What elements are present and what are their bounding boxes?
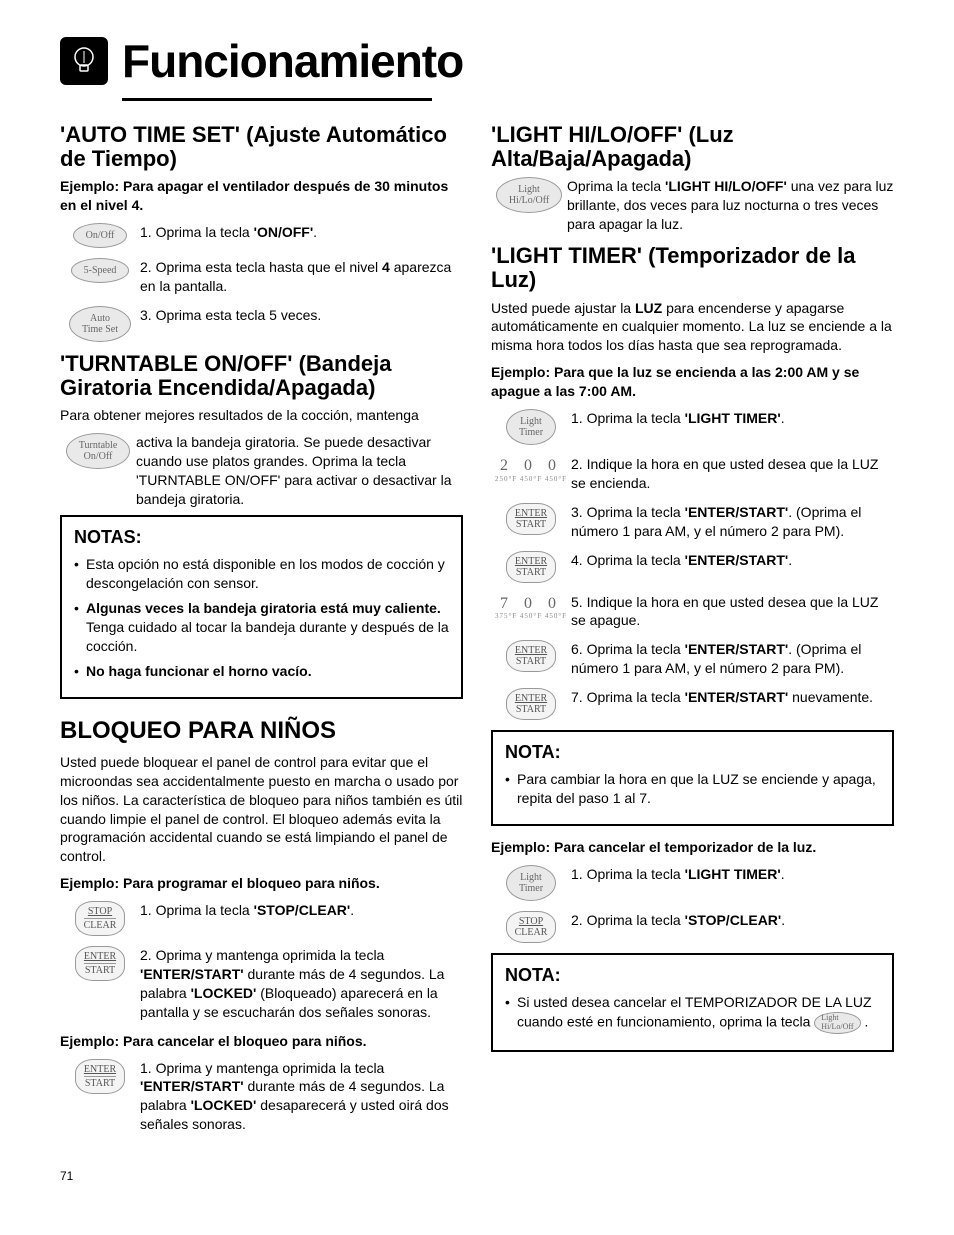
step-text: 6. Oprima la tecla 'ENTER/START'. (Oprim… (571, 640, 894, 678)
childlock-steps-2: ENTERSTART 1. Oprima y mantenga oprimida… (60, 1059, 463, 1135)
childlock-steps-1: STOPCLEAR 1. Oprima la tecla 'STOP/CLEAR… (60, 901, 463, 1022)
nota-text: Para cambiar la hora en que la LUZ se en… (517, 770, 880, 808)
light-hilo-icon: LightHi/Lo/Off (491, 177, 567, 234)
step-text: 2. Indique la hora en que usted desea qu… (571, 455, 894, 493)
turntable-row: TurntableOn/Off activa la bandeja girato… (60, 433, 463, 509)
button-icon: ENTERSTART (491, 688, 571, 720)
step-text: 2. Oprima esta tecla hasta que el nivel … (140, 258, 463, 296)
step-text: 1. Oprima la tecla 'LIGHT TIMER'. (571, 409, 894, 428)
nota-item: •Para cambiar la hora en que la LUZ se e… (505, 770, 880, 808)
nota-title: NOTA: (505, 963, 880, 987)
step-row: 2 0 0250°F 450°F 450°F 2. Indique la hor… (491, 455, 894, 493)
childlock-ex2: Ejemplo: Para cancelar el bloqueo para n… (60, 1032, 463, 1051)
step-row: 7 0 0375°F 450°F 450°F 5. Indique la hor… (491, 593, 894, 631)
nota-text: Si usted desea cancelar el TEMPORIZADOR … (517, 993, 880, 1033)
nota-item: •Si usted desea cancelar el TEMPORIZADOR… (505, 993, 880, 1033)
nota-title: NOTA: (505, 740, 880, 764)
light-timer-intro: Usted puede ajustar la LUZ para encender… (491, 299, 894, 356)
title-underline (122, 98, 432, 101)
nota-text: No haga funcionar el horno vacío. (86, 662, 449, 681)
lightbulb-icon (60, 37, 108, 85)
notas-box: NOTAS: •Esta opción no está disponible e… (60, 515, 463, 699)
turntable-body: activa la bandeja giratoria. Se puede de… (136, 433, 463, 509)
nota-item: •No haga funcionar el horno vacío. (74, 662, 449, 681)
nota-text: Esta opción no está disponible en los mo… (86, 555, 449, 593)
section-light-timer-title: 'LIGHT TIMER' (Temporizador de la Luz) (491, 244, 894, 292)
step-text: 3. Oprima esta tecla 5 veces. (140, 306, 463, 325)
section-light-hilo-title: 'LIGHT HI/LO/OFF' (Luz Alta/Baja/Apagada… (491, 123, 894, 171)
step-row: STOPCLEAR 1. Oprima la tecla 'STOP/CLEAR… (60, 901, 463, 936)
nota-box-2: NOTA: •Si usted desea cancelar el TEMPOR… (491, 953, 894, 1052)
button-icon: 7 0 0375°F 450°F 450°F (491, 593, 571, 622)
step-text: 7. Oprima la tecla 'ENTER/START' nuevame… (571, 688, 894, 707)
childlock-intro: Usted puede bloquear el panel de control… (60, 753, 463, 866)
right-column: 'LIGHT HI/LO/OFF' (Luz Alta/Baja/Apagada… (491, 123, 894, 1144)
step-row: LightTimer 1. Oprima la tecla 'LIGHT TIM… (491, 865, 894, 901)
turntable-intro: Para obtener mejores resultados de la co… (60, 406, 463, 425)
nota-item: •Algunas veces la bandeja giratoria está… (74, 599, 449, 656)
step-text: 5. Indique la hora en que usted desea qu… (571, 593, 894, 631)
notas-title: NOTAS: (74, 525, 449, 549)
button-icon: ENTERSTART (60, 946, 140, 981)
example-text: Ejemplo: Para apagar el ventilador despu… (60, 177, 463, 215)
button-icon: STOPCLEAR (60, 901, 140, 936)
step-row: ENTERSTART 7. Oprima la tecla 'ENTER/STA… (491, 688, 894, 720)
step-row: AutoTime Set 3. Oprima esta tecla 5 vece… (60, 306, 463, 342)
button-icon: LightTimer (491, 409, 571, 445)
page-title: Funcionamiento (122, 30, 463, 92)
step-row: On/Off 1. Oprima la tecla 'ON/OFF'. (60, 223, 463, 248)
light-hilo-row: LightHi/Lo/Off Oprima la tecla 'LIGHT HI… (491, 177, 894, 234)
section-turntable-title: 'TURNTABLE ON/OFF' (Bandeja Giratoria En… (60, 352, 463, 400)
button-icon: ENTERSTART (60, 1059, 140, 1094)
step-row: ENTERSTART 4. Oprima la tecla 'ENTER/STA… (491, 551, 894, 583)
step-row: ENTERSTART 1. Oprima y mantenga oprimida… (60, 1059, 463, 1135)
cancel-example: Ejemplo: Para cancelar el temporizador d… (491, 838, 894, 857)
page-number: 71 (60, 1168, 894, 1184)
button-icon: LightTimer (491, 865, 571, 901)
button-icon: On/Off (60, 223, 140, 248)
cancel-steps: LightTimer 1. Oprima la tecla 'LIGHT TIM… (491, 865, 894, 943)
step-text: 2. Oprima y mantenga oprimida la tecla '… (140, 946, 463, 1022)
section-childlock-title: BLOQUEO PARA NIÑOS (60, 715, 463, 747)
step-text: 1. Oprima la tecla 'ON/OFF'. (140, 223, 463, 242)
nota-box-1: NOTA: •Para cambiar la hora en que la LU… (491, 730, 894, 826)
step-text: 1. Oprima la tecla 'STOP/CLEAR'. (140, 901, 463, 920)
auto-time-steps: On/Off 1. Oprima la tecla 'ON/OFF'.5-Spe… (60, 223, 463, 342)
button-icon: ENTERSTART (491, 551, 571, 583)
step-row: STOPCLEAR 2. Oprima la tecla 'STOP/CLEAR… (491, 911, 894, 943)
nota-item: •Esta opción no está disponible en los m… (74, 555, 449, 593)
step-row: 5-Speed 2. Oprima esta tecla hasta que e… (60, 258, 463, 296)
section-auto-time-set-title: 'AUTO TIME SET' (Ajuste Automático de Ti… (60, 123, 463, 171)
button-icon: STOPCLEAR (491, 911, 571, 943)
light-hilo-body: Oprima la tecla 'LIGHT HI/LO/OFF' una ve… (567, 177, 894, 234)
step-row: ENTERSTART 3. Oprima la tecla 'ENTER/STA… (491, 503, 894, 541)
step-text: 4. Oprima la tecla 'ENTER/START'. (571, 551, 894, 570)
button-icon: 5-Speed (60, 258, 140, 283)
step-text: 1. Oprima y mantenga oprimida la tecla '… (140, 1059, 463, 1135)
step-row: ENTERSTART 2. Oprima y mantenga oprimida… (60, 946, 463, 1022)
step-text: 1. Oprima la tecla 'LIGHT TIMER'. (571, 865, 894, 884)
button-icon: ENTERSTART (491, 640, 571, 672)
page-header: Funcionamiento (60, 30, 894, 92)
left-column: 'AUTO TIME SET' (Ajuste Automático de Ti… (60, 123, 463, 1144)
nota-text: Algunas veces la bandeja giratoria está … (86, 599, 449, 656)
step-text: 3. Oprima la tecla 'ENTER/START'. (Oprim… (571, 503, 894, 541)
light-timer-example: Ejemplo: Para que la luz se encienda a l… (491, 363, 894, 401)
button-icon: ENTERSTART (491, 503, 571, 535)
step-row: ENTERSTART 6. Oprima la tecla 'ENTER/STA… (491, 640, 894, 678)
light-timer-steps: LightTimer 1. Oprima la tecla 'LIGHT TIM… (491, 409, 894, 720)
childlock-ex1: Ejemplo: Para programar el bloqueo para … (60, 874, 463, 893)
button-icon: AutoTime Set (60, 306, 140, 342)
step-row: LightTimer 1. Oprima la tecla 'LIGHT TIM… (491, 409, 894, 445)
button-icon: 2 0 0250°F 450°F 450°F (491, 455, 571, 484)
columns: 'AUTO TIME SET' (Ajuste Automático de Ti… (60, 123, 894, 1144)
turntable-icon: TurntableOn/Off (60, 433, 136, 509)
step-text: 2. Oprima la tecla 'STOP/CLEAR'. (571, 911, 894, 930)
